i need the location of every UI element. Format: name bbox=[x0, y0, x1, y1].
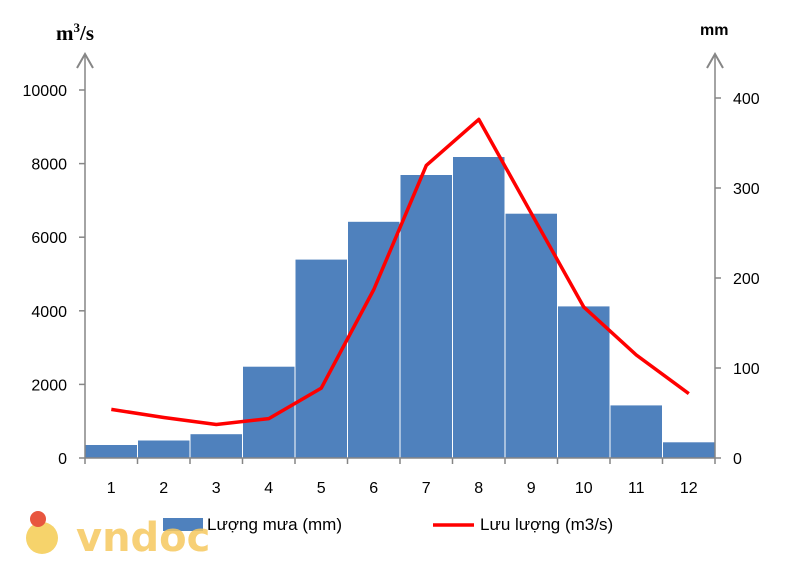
x-tick-label: 10 bbox=[575, 480, 593, 497]
bar-month-3 bbox=[189, 433, 243, 459]
x-tick-label: 2 bbox=[159, 480, 168, 497]
x-tick-label: 5 bbox=[317, 480, 326, 497]
bar-month-10 bbox=[557, 305, 611, 459]
legend-bar-label: Lượng mưa (mm) bbox=[207, 515, 342, 534]
right-tick-label: 100 bbox=[733, 361, 760, 378]
x-tick-label: 4 bbox=[264, 480, 273, 497]
x-tick-label: 8 bbox=[474, 480, 483, 497]
x-tick-label: 12 bbox=[680, 480, 698, 497]
legend: Lượng mưa (mm) Lưu lượng (m3/s) bbox=[163, 515, 613, 534]
right-tick-label: 200 bbox=[733, 271, 760, 288]
watermark-text: vndoc bbox=[76, 515, 210, 561]
bar-month-5 bbox=[294, 258, 348, 459]
line-series-luu-luong bbox=[111, 117, 690, 427]
left-axis-arrow-icon bbox=[76, 51, 94, 69]
right-axis-unit: mm bbox=[700, 22, 728, 39]
right-tick-label: 400 bbox=[733, 91, 760, 108]
bar-month-12 bbox=[662, 441, 716, 459]
x-tick-label: 9 bbox=[527, 480, 536, 497]
left-tick-label: 4000 bbox=[31, 304, 67, 321]
left-tick-label: 2000 bbox=[31, 377, 67, 394]
left-tick-label: 10000 bbox=[23, 83, 68, 100]
bar-month-2 bbox=[137, 439, 191, 459]
right-tick-label: 0 bbox=[733, 451, 742, 468]
chick-logo-icon bbox=[26, 522, 58, 554]
axes bbox=[76, 51, 724, 464]
x-tick-label: 6 bbox=[369, 480, 378, 497]
bar-month-4 bbox=[242, 365, 296, 459]
bar-month-6 bbox=[347, 220, 401, 459]
left-tick-label: 6000 bbox=[31, 230, 67, 247]
bar-month-7 bbox=[399, 174, 453, 459]
left-tick-label: 8000 bbox=[31, 157, 67, 174]
bar-month-1 bbox=[84, 444, 138, 459]
bar-month-8 bbox=[452, 156, 506, 459]
x-tick-label: 3 bbox=[212, 480, 221, 497]
watermark-logo: vndoc bbox=[26, 511, 210, 561]
bar-month-9 bbox=[504, 212, 558, 459]
bar-month-11 bbox=[609, 404, 663, 459]
x-tick-label: 7 bbox=[422, 480, 431, 497]
x-tick-label: 1 bbox=[107, 480, 116, 497]
x-tick-label: 11 bbox=[628, 480, 645, 497]
left-axis-unit: m3/s bbox=[56, 20, 94, 45]
right-tick-label: 300 bbox=[733, 181, 760, 198]
right-axis-arrow-icon bbox=[706, 51, 724, 69]
bar-series bbox=[84, 156, 716, 459]
legend-bar-swatch bbox=[163, 518, 203, 531]
legend-line-label: Lưu lượng (m3/s) bbox=[480, 515, 613, 534]
left-tick-label: 0 bbox=[58, 451, 67, 468]
